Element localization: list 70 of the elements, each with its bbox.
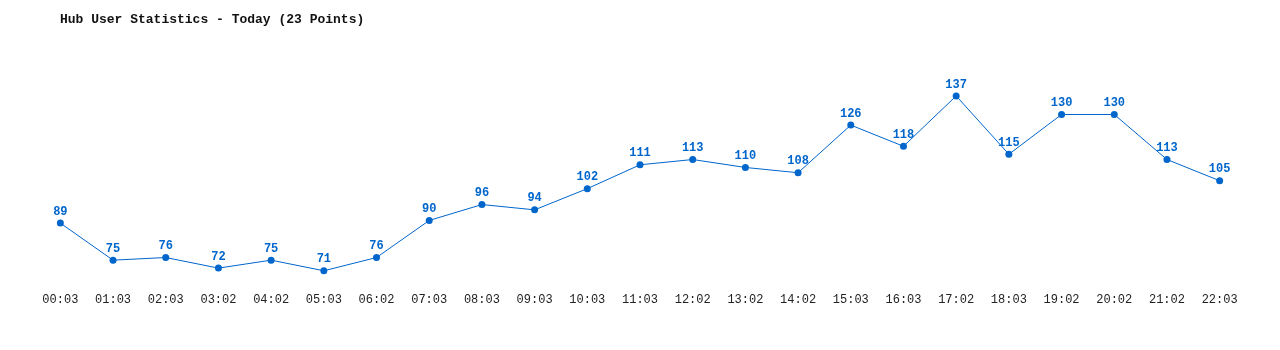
point xyxy=(320,267,328,275)
x-tick-label: 21:02 xyxy=(1148,293,1185,307)
data-label: 108 xyxy=(787,154,809,169)
point xyxy=(1005,150,1013,158)
data-label: 110 xyxy=(734,149,757,164)
x-tick-label: 16:03 xyxy=(885,293,922,307)
point xyxy=(214,264,222,272)
x-tick-label: 17:02 xyxy=(938,293,975,307)
point xyxy=(1110,110,1118,118)
x-tick-label: 13:02 xyxy=(727,293,764,307)
data-label: 111 xyxy=(629,146,651,161)
point xyxy=(1163,156,1171,164)
x-tick-label: 20:02 xyxy=(1096,293,1133,307)
data-label: 90 xyxy=(422,202,437,217)
point xyxy=(1058,110,1066,118)
x-tick-label: 06:02 xyxy=(358,293,395,307)
point xyxy=(583,185,591,193)
point xyxy=(741,163,749,171)
data-label: 75 xyxy=(263,241,279,256)
data-label: 130 xyxy=(1050,96,1073,111)
data-label: 113 xyxy=(681,141,704,156)
point xyxy=(373,254,381,262)
x-tick-label: 04:02 xyxy=(253,293,290,307)
x-tick-label: 05:03 xyxy=(305,293,342,307)
point xyxy=(267,256,275,264)
x-tick-label: 19:02 xyxy=(1043,293,1080,307)
data-label: 113 xyxy=(1156,141,1178,156)
point xyxy=(425,216,433,224)
x-tick-label: 01:03 xyxy=(95,293,132,307)
chart-title: Hub User Statistics - Today (23 Points) xyxy=(60,11,365,27)
data-label: 137 xyxy=(945,77,967,92)
x-tick-label: 10:03 xyxy=(569,293,606,307)
x-tick-label: 08:03 xyxy=(463,293,500,307)
x-tick-label: 02:03 xyxy=(147,293,184,307)
x-tick-label: 03:02 xyxy=(200,293,237,307)
data-label: 76 xyxy=(158,239,173,254)
point xyxy=(847,121,855,129)
point xyxy=(109,256,117,264)
point xyxy=(531,206,539,214)
data-label: 89 xyxy=(53,204,68,219)
point xyxy=(1216,177,1224,185)
data-label: 96 xyxy=(474,186,490,201)
x-tick-label: 15:03 xyxy=(832,293,869,307)
data-label: 115 xyxy=(998,135,1020,150)
data-label: 76 xyxy=(369,239,384,254)
point xyxy=(899,142,907,150)
point xyxy=(478,201,486,209)
x-tick-label: 09:03 xyxy=(516,293,553,307)
point xyxy=(794,169,802,177)
point xyxy=(689,156,697,164)
data-label: 130 xyxy=(1103,96,1126,111)
data-label: 102 xyxy=(576,170,599,185)
data-label: 105 xyxy=(1208,162,1231,177)
data-label: 126 xyxy=(839,106,862,121)
point xyxy=(162,254,170,262)
x-tick-label: 00:03 xyxy=(42,293,79,307)
x-tick-label: 18:03 xyxy=(990,293,1027,307)
data-label: 71 xyxy=(316,252,332,267)
x-tick-label: 12:02 xyxy=(674,293,711,307)
data-label: 75 xyxy=(105,241,121,256)
data-label: 94 xyxy=(527,191,542,206)
point xyxy=(56,219,64,227)
data-label: 72 xyxy=(211,249,226,264)
x-tick-label: 22:03 xyxy=(1201,293,1238,307)
x-tick-label: 14:02 xyxy=(780,293,817,307)
x-tick-label: 07:03 xyxy=(411,293,448,307)
point xyxy=(952,92,960,100)
point xyxy=(636,161,644,169)
x-tick-label: 11:03 xyxy=(621,293,659,307)
data-label: 118 xyxy=(892,127,915,142)
